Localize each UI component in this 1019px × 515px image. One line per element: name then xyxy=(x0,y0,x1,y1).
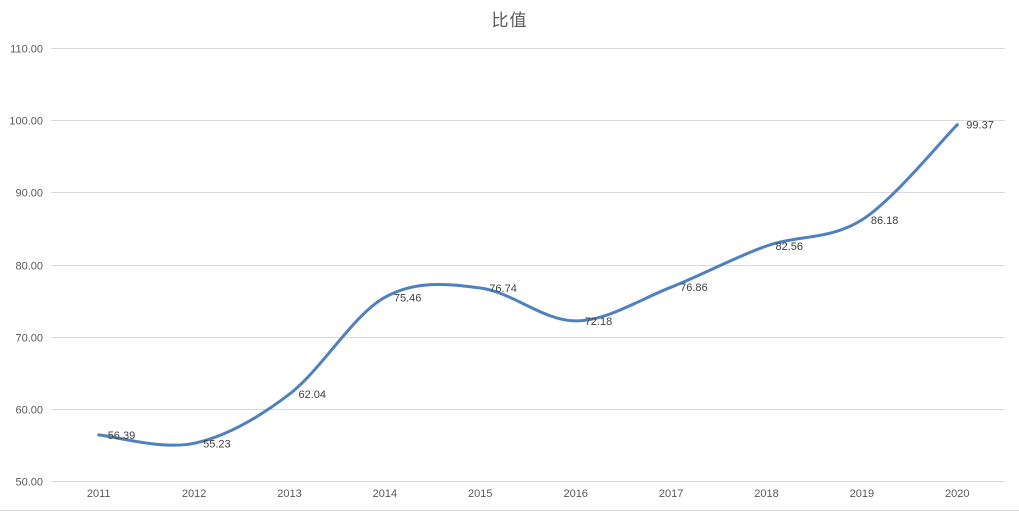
data-label: 56.39 xyxy=(108,430,136,442)
x-axis-tick-label: 2020 xyxy=(945,488,969,500)
data-label: 99.37 xyxy=(966,120,994,132)
y-axis-tick-label: 110.00 xyxy=(10,44,43,56)
data-label: 55.23 xyxy=(203,438,231,450)
x-axis-tick-label: 2016 xyxy=(563,488,587,500)
y-axis-tick-label: 60.00 xyxy=(15,405,43,417)
x-axis-tick-label: 2013 xyxy=(277,488,301,500)
data-label: 76.74 xyxy=(489,283,517,295)
x-axis-tick-label: 2012 xyxy=(182,488,206,500)
data-label: 75.46 xyxy=(394,292,422,304)
data-label: 72.18 xyxy=(585,316,613,328)
series-line xyxy=(97,123,959,447)
data-label: 76.86 xyxy=(680,282,708,294)
y-axis-tick-label: 80.00 xyxy=(15,261,43,273)
y-axis-tick-label: 50.00 xyxy=(15,477,43,489)
x-axis-tick-label: 2011 xyxy=(87,488,111,500)
x-axis-tick-label: 2019 xyxy=(850,488,874,500)
y-axis-tick-label: 100.00 xyxy=(9,116,43,128)
data-label: 82.56 xyxy=(776,241,804,253)
x-axis-tick-label: 2018 xyxy=(754,488,778,500)
data-label: 86.18 xyxy=(871,215,899,227)
y-axis-tick-label: 70.00 xyxy=(15,333,43,345)
x-axis-tick-label: 2015 xyxy=(468,488,492,500)
y-axis-tick-label: 90.00 xyxy=(15,188,43,200)
x-axis-tick-label: 2014 xyxy=(373,488,397,500)
data-label: 62.04 xyxy=(299,389,327,401)
chart-title: 比值 xyxy=(491,11,528,30)
x-axis-tick-label: 2017 xyxy=(659,488,683,500)
